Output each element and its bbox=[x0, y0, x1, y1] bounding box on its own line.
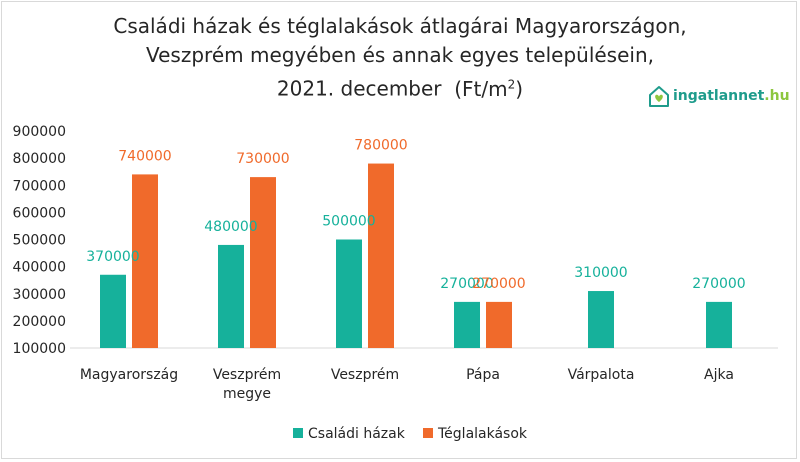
data-label: 780000 bbox=[354, 138, 407, 154]
title-line-3: 2021. december (Ft/m2) bbox=[60, 70, 740, 104]
x-axis: Magyarország Veszprém megye Veszprém Pápa Vár… bbox=[80, 367, 734, 402]
data-label: 310000 bbox=[574, 265, 627, 281]
x-tick-label: Ajka bbox=[704, 367, 734, 383]
bar-csaladi-hazak bbox=[588, 291, 614, 348]
logo-name: ingatlannet bbox=[673, 88, 765, 104]
y-axis: 900000 800000 700000 600000 500000 400000 3000… bbox=[13, 124, 66, 357]
data-label: 480000 bbox=[204, 219, 257, 235]
bars bbox=[100, 163, 732, 348]
x-tick-label: Veszprém megye bbox=[213, 367, 281, 402]
x-tick-label: Pápa bbox=[466, 367, 500, 383]
data-label: 370000 bbox=[86, 249, 139, 265]
y-tick-label: 100000 bbox=[13, 341, 66, 357]
x-tick-label: Veszprém bbox=[331, 367, 399, 383]
data-labels: 370000 740000 480000 730000 500000 780000 2700… bbox=[86, 138, 745, 292]
data-label: 500000 bbox=[322, 214, 375, 230]
bar-teglalakasok bbox=[368, 163, 394, 348]
ingatlannet-logo: ingatlannet .hu bbox=[648, 84, 790, 108]
title-line-2: Veszprém megyében és annak egyes települ… bbox=[146, 43, 654, 67]
bar-teglalakasok bbox=[132, 174, 158, 348]
data-label: 270000 bbox=[472, 276, 525, 292]
legend-label: Téglalakások bbox=[437, 426, 528, 442]
y-tick-label: 300000 bbox=[13, 287, 66, 303]
bar-csaladi-hazak bbox=[706, 301, 732, 348]
title-date: 2021. december bbox=[276, 76, 442, 101]
logo-tld: .hu bbox=[764, 88, 790, 104]
bar-csaladi-hazak bbox=[100, 274, 126, 348]
chart-title: Családi házak és téglalakások átlagárai … bbox=[60, 12, 740, 104]
legend-label: Családi házak bbox=[308, 426, 406, 442]
bar-csaladi-hazak bbox=[454, 301, 480, 348]
y-tick-label: 900000 bbox=[13, 124, 66, 140]
bar-teglalakasok bbox=[486, 301, 512, 348]
y-tick-label: 200000 bbox=[13, 314, 66, 330]
y-tick-label: 700000 bbox=[13, 178, 66, 194]
house-heart-icon bbox=[649, 86, 669, 107]
bar-teglalakasok bbox=[250, 177, 276, 348]
x-tick-label: Magyarország bbox=[80, 367, 178, 383]
y-tick-label: 500000 bbox=[13, 233, 66, 249]
data-label: 730000 bbox=[236, 151, 289, 167]
data-label: 270000 bbox=[692, 276, 745, 292]
title-line-1: Családi házak és téglalakások átlagárai … bbox=[113, 14, 687, 38]
data-label: 740000 bbox=[118, 148, 171, 164]
bar-csaladi-hazak bbox=[336, 239, 362, 348]
legend-swatch bbox=[423, 428, 433, 438]
legend-swatch bbox=[293, 428, 303, 438]
x-tick-label: Várpalota bbox=[568, 367, 635, 383]
y-tick-label: 800000 bbox=[13, 151, 66, 167]
title-unit: (Ft/m2) bbox=[454, 76, 524, 101]
bar-csaladi-hazak bbox=[218, 244, 244, 348]
legend: Családi házak Téglalakások bbox=[293, 426, 528, 442]
y-tick-label: 600000 bbox=[13, 205, 66, 221]
data-label: 270000 bbox=[440, 276, 493, 292]
y-tick-label: 400000 bbox=[13, 260, 66, 276]
